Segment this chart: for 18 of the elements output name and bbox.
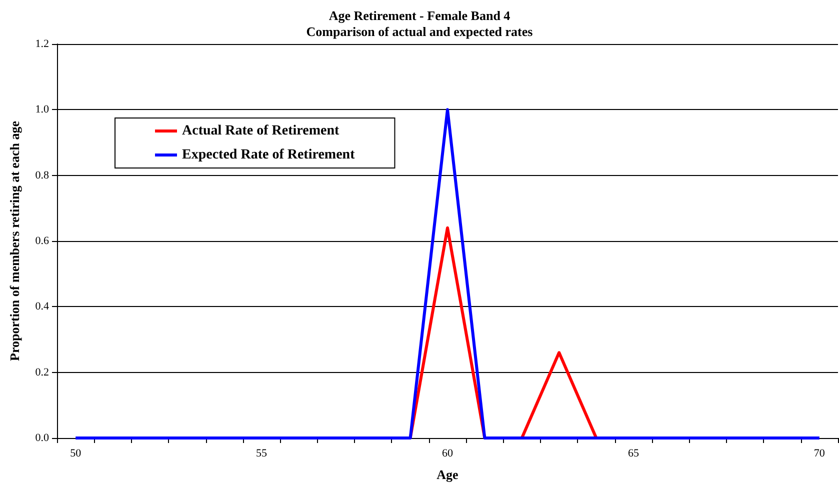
chart-subtitle: Comparison of actual and expected rates — [306, 24, 533, 39]
x-tick-label: 55 — [256, 448, 268, 460]
x-tick-label: 65 — [628, 448, 640, 460]
y-tick-label: 0.2 — [35, 366, 49, 378]
y-tick-label: 0.8 — [35, 169, 50, 182]
y-tick-label: 1.2 — [35, 38, 49, 50]
y-tick-label: 1.0 — [35, 104, 50, 116]
x-tick-label: 50 — [70, 448, 82, 460]
x-axis-title: Age — [436, 467, 459, 482]
y-tick-label: 0.0 — [35, 432, 50, 444]
legend-label: Expected Rate of Retirement — [182, 148, 356, 162]
chart-title: Age Retirement - Female Band 4 — [328, 8, 511, 23]
y-axis-title: Proportion of members retiring at each age — [7, 120, 22, 361]
y-tick-label: 0.6 — [35, 235, 50, 247]
x-tick-label: 70 — [814, 448, 826, 460]
legend-label: Actual Rate of Retirement — [182, 124, 340, 138]
x-tick-label: 60 — [442, 448, 454, 460]
y-tick-label: 0.4 — [35, 300, 50, 313]
